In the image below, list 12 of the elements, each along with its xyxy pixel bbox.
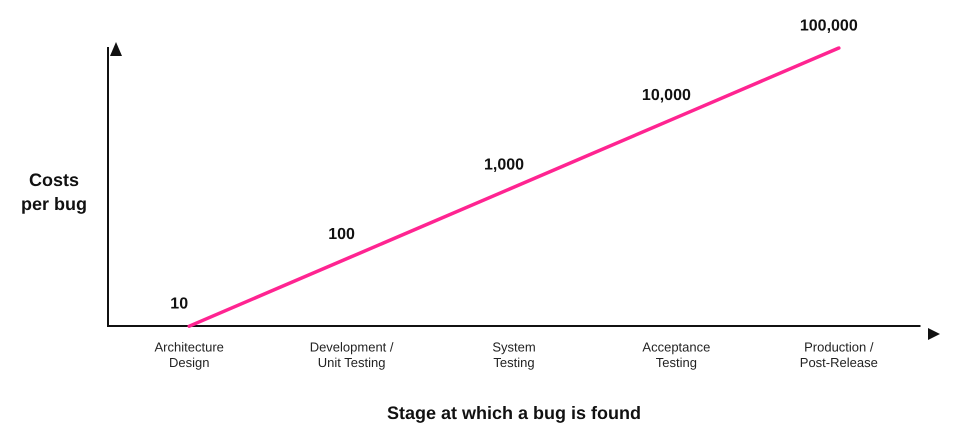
x-tick-label: Acceptance Testing — [642, 340, 710, 370]
x-axis-title: Stage at which a bug is found — [386, 403, 642, 424]
x-tick-label: Architecture Design — [154, 340, 224, 370]
data-label: 10 — [170, 296, 188, 313]
x-tick-label: Development / Unit Testing — [310, 340, 394, 370]
x-tick-label: System Testing — [492, 340, 536, 370]
data-label: 100,000 — [800, 17, 858, 34]
y-axis-title: Costs per bug — [20, 169, 88, 216]
data-label: 1,000 — [484, 156, 524, 174]
data-label: 100 — [328, 226, 356, 244]
x-tick-label: Production / Post-Release — [800, 340, 878, 370]
data-label: 10,000 — [642, 86, 691, 104]
